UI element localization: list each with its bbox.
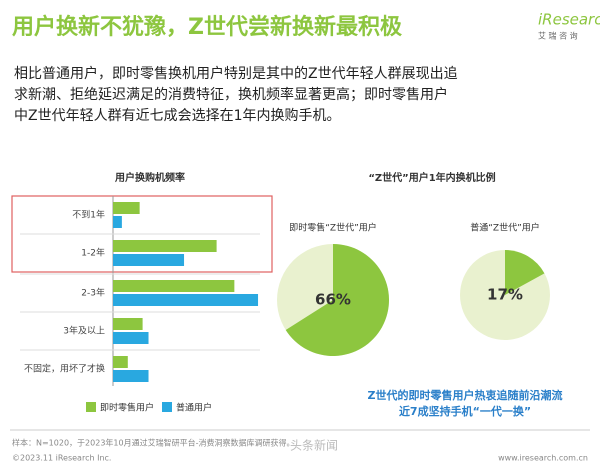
- pie-slice: [285, 244, 390, 356]
- highlight-box: [11, 195, 273, 273]
- legend-label: 即时零售用户: [100, 402, 154, 414]
- chart-title: “Z世代”用户1年内换机比例: [368, 171, 495, 184]
- intro-line: 求新潮、拒绝延迟满足的消费特征，换机频率显著更高；即时零售用户: [14, 86, 448, 103]
- bar: [113, 216, 122, 228]
- pie-label: 即时零售“Z世代”用户: [289, 222, 377, 234]
- bar: [113, 202, 140, 214]
- url: www.iresearch.com.cn: [498, 454, 588, 463]
- caption: 近7成坚持手机“一代一换”: [399, 404, 531, 418]
- category-label: 不固定，用坏了才换: [24, 363, 105, 375]
- chart-title: 用户换购机频率: [114, 171, 185, 184]
- bar: [113, 240, 217, 252]
- legend-swatch: [86, 402, 96, 412]
- pie-value-label: 17%: [487, 286, 523, 304]
- category-label: 3年及以上: [63, 325, 105, 337]
- copyright: ©2023.11 iResearch Inc.: [12, 454, 111, 463]
- legend-swatch: [162, 402, 172, 412]
- title: 用户换新不犹豫，Z世代尝新换新最积极: [12, 14, 403, 40]
- pie-label: 普通“Z世代”用户: [470, 222, 540, 234]
- category-label: 不到1年: [72, 209, 105, 221]
- logo: iResearch: [538, 11, 600, 29]
- pie-slice: [505, 250, 545, 295]
- legend-label: 普通用户: [176, 402, 212, 414]
- caption: Z世代的即时零售用户热衷追随前沿潮流: [368, 388, 563, 402]
- bar: [113, 254, 185, 266]
- category-label: 1-2年: [81, 247, 105, 259]
- bar: [113, 294, 259, 306]
- intro-line: 相比普通用户，即时零售换机用户特别是其中的Z世代年轻人群展现出追: [14, 65, 458, 82]
- footer-note: 样本：N=1020，于2023年10月通过艾瑞智研平台-消费洞察数据库调研获得。: [12, 438, 294, 448]
- bar: [113, 280, 235, 292]
- bar: [113, 318, 143, 330]
- bar: [113, 356, 128, 368]
- bar: [113, 332, 149, 344]
- intro-line: 中Z世代年轻人群有近七成会选择在1年内换购手机。: [14, 107, 341, 124]
- bar: [113, 370, 149, 382]
- watermark: 头条新闻: [290, 438, 338, 453]
- category-label: 2-3年: [81, 287, 105, 299]
- pie-value-label: 66%: [315, 291, 351, 309]
- logo-sub: 艾 瑞 咨 询: [538, 31, 578, 41]
